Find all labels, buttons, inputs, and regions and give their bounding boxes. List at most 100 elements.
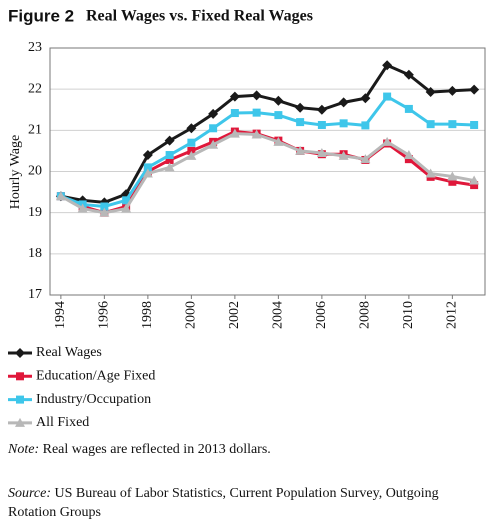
legend-marker <box>15 417 25 427</box>
marker <box>164 162 175 172</box>
marker <box>382 60 393 71</box>
x-tick-label: 2012 <box>445 301 460 329</box>
x-tick-label: 1994 <box>53 301 68 329</box>
marker <box>404 155 413 164</box>
y-tick-label: 23 <box>28 40 42 55</box>
line <box>60 94 475 209</box>
marker <box>296 118 305 127</box>
marker <box>164 135 175 146</box>
marker <box>55 191 66 201</box>
marker <box>77 203 88 213</box>
x-tick-label: 2006 <box>314 301 329 329</box>
marker <box>426 120 435 129</box>
marker <box>251 90 262 101</box>
marker <box>142 168 153 178</box>
marker <box>317 120 326 129</box>
y-tick-label: 22 <box>28 81 42 96</box>
line <box>60 132 475 215</box>
x-tick-label: 2000 <box>184 301 199 329</box>
marker <box>404 104 413 113</box>
x-tick-label: 2008 <box>358 301 373 329</box>
legend-label: Industry/Occupation <box>36 392 151 407</box>
marker <box>316 147 327 157</box>
marker <box>448 177 457 186</box>
marker <box>230 109 239 118</box>
marker <box>338 150 349 160</box>
marker <box>273 95 284 106</box>
marker <box>122 196 131 205</box>
marker <box>252 108 261 117</box>
legend-label: Education/Age Fixed <box>36 369 155 384</box>
marker <box>338 97 349 108</box>
y-tick-label: 20 <box>28 164 42 179</box>
source-label: Source: <box>8 486 52 501</box>
marker <box>425 168 436 178</box>
x-tick-label: 1996 <box>97 301 112 329</box>
note: Note: Real wages are reflected in 2013 d… <box>8 440 486 459</box>
marker <box>100 202 109 211</box>
title-prefix: Figure 2 <box>8 6 74 25</box>
marker <box>121 203 132 213</box>
marker <box>383 92 392 101</box>
y-tick-label: 21 <box>28 123 42 138</box>
series <box>56 92 479 211</box>
marker <box>295 145 306 155</box>
marker <box>403 69 414 80</box>
marker <box>229 128 240 138</box>
marker <box>403 150 414 160</box>
marker <box>382 136 393 146</box>
x-tick-label: 1998 <box>140 301 155 329</box>
marker <box>361 121 370 130</box>
x-tick-label: 2002 <box>227 301 242 329</box>
x-tick-label: 2004 <box>271 301 286 329</box>
y-tick-label: 18 <box>28 246 42 261</box>
y-tick-label: 19 <box>28 205 42 220</box>
marker <box>470 181 479 190</box>
legend-label: All Fixed <box>36 415 89 430</box>
marker <box>469 175 480 185</box>
marker <box>447 171 458 181</box>
marker <box>339 119 348 128</box>
marker <box>469 84 480 95</box>
note-text: Real wages are reflected in 2013 dollars… <box>42 442 271 457</box>
note-label: Note: <box>8 442 40 457</box>
x-tick-label: 2010 <box>401 301 416 329</box>
marker <box>360 154 371 164</box>
marker <box>208 108 219 119</box>
marker <box>186 123 197 134</box>
chart-title: Real Wages vs. Fixed Real Wages <box>86 8 313 25</box>
line <box>60 63 475 204</box>
marker <box>208 139 219 149</box>
marker <box>360 93 371 104</box>
marker <box>251 129 262 139</box>
y-axis-label: Hourly Wage <box>8 135 23 209</box>
plot-frame <box>49 47 486 296</box>
marker <box>448 120 457 129</box>
series <box>55 128 480 217</box>
marker <box>425 87 436 98</box>
marker <box>209 124 218 133</box>
y-tick-label: 17 <box>28 287 42 302</box>
marker <box>316 104 327 115</box>
legend-marker <box>15 348 25 358</box>
marker <box>187 138 196 147</box>
marker <box>295 102 306 113</box>
legend-label: Real Wages <box>36 345 102 360</box>
marker <box>274 111 283 120</box>
marker <box>273 136 284 146</box>
marker <box>99 207 110 217</box>
marker <box>165 151 174 160</box>
marker <box>142 150 153 161</box>
legend-marker <box>16 395 24 404</box>
marker <box>165 155 174 164</box>
marker <box>143 163 152 172</box>
series <box>55 60 480 208</box>
marker <box>186 150 197 160</box>
legend-marker <box>16 372 24 381</box>
source-text: US Bureau of Labor Statistics, Current P… <box>8 486 439 520</box>
marker <box>229 91 240 102</box>
marker <box>447 85 458 96</box>
source: Source: US Bureau of Labor Statistics, C… <box>8 484 486 522</box>
